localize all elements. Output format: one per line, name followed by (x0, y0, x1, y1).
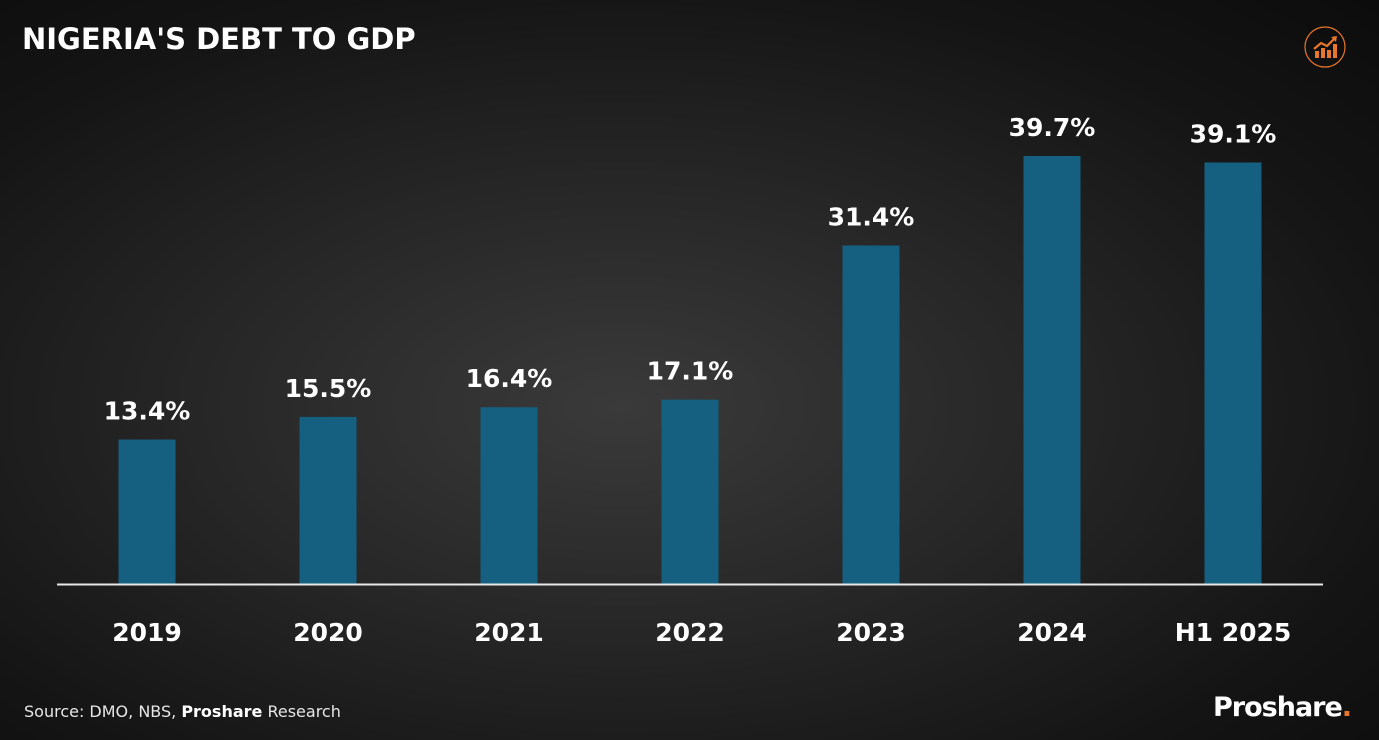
data-label: 16.4% (466, 364, 553, 393)
growth-chart-icon (1304, 26, 1346, 68)
data-label: 39.1% (1190, 119, 1277, 148)
brand-logo: Proshare. (1213, 692, 1352, 723)
brand-dot: . (1341, 692, 1352, 723)
bar-2024 (1023, 156, 1081, 584)
x-tick-label: H1 2025 (1175, 618, 1292, 647)
source-suffix: Research (262, 702, 341, 721)
x-tick-label: 2020 (293, 618, 363, 647)
x-tick-label: 2023 (836, 618, 906, 647)
data-label: 17.1% (647, 357, 734, 386)
data-label: 13.4% (104, 397, 191, 426)
x-tick-label: 2019 (112, 618, 182, 647)
bar-H1-2025 (1204, 162, 1262, 585)
x-tick-label: 2024 (1017, 618, 1087, 647)
source-bold: Proshare (181, 702, 263, 721)
bar-2023 (842, 245, 900, 584)
chart-title: NIGERIA'S DEBT TO GDP (22, 22, 416, 56)
x-tick-label: 2022 (655, 618, 725, 647)
source-note: Source: DMO, NBS, Proshare Research (24, 702, 341, 721)
x-tick-label: 2021 (474, 618, 544, 647)
data-label: 31.4% (828, 202, 915, 231)
bar-2020 (299, 416, 357, 584)
bar-2021 (480, 407, 538, 584)
bar-2022 (661, 399, 719, 584)
data-label: 15.5% (285, 374, 372, 403)
bar-2019 (118, 439, 176, 584)
data-label: 39.7% (1009, 113, 1096, 142)
brand-name: Proshare (1213, 692, 1343, 723)
source-prefix: Source: DMO, NBS, (24, 702, 182, 721)
